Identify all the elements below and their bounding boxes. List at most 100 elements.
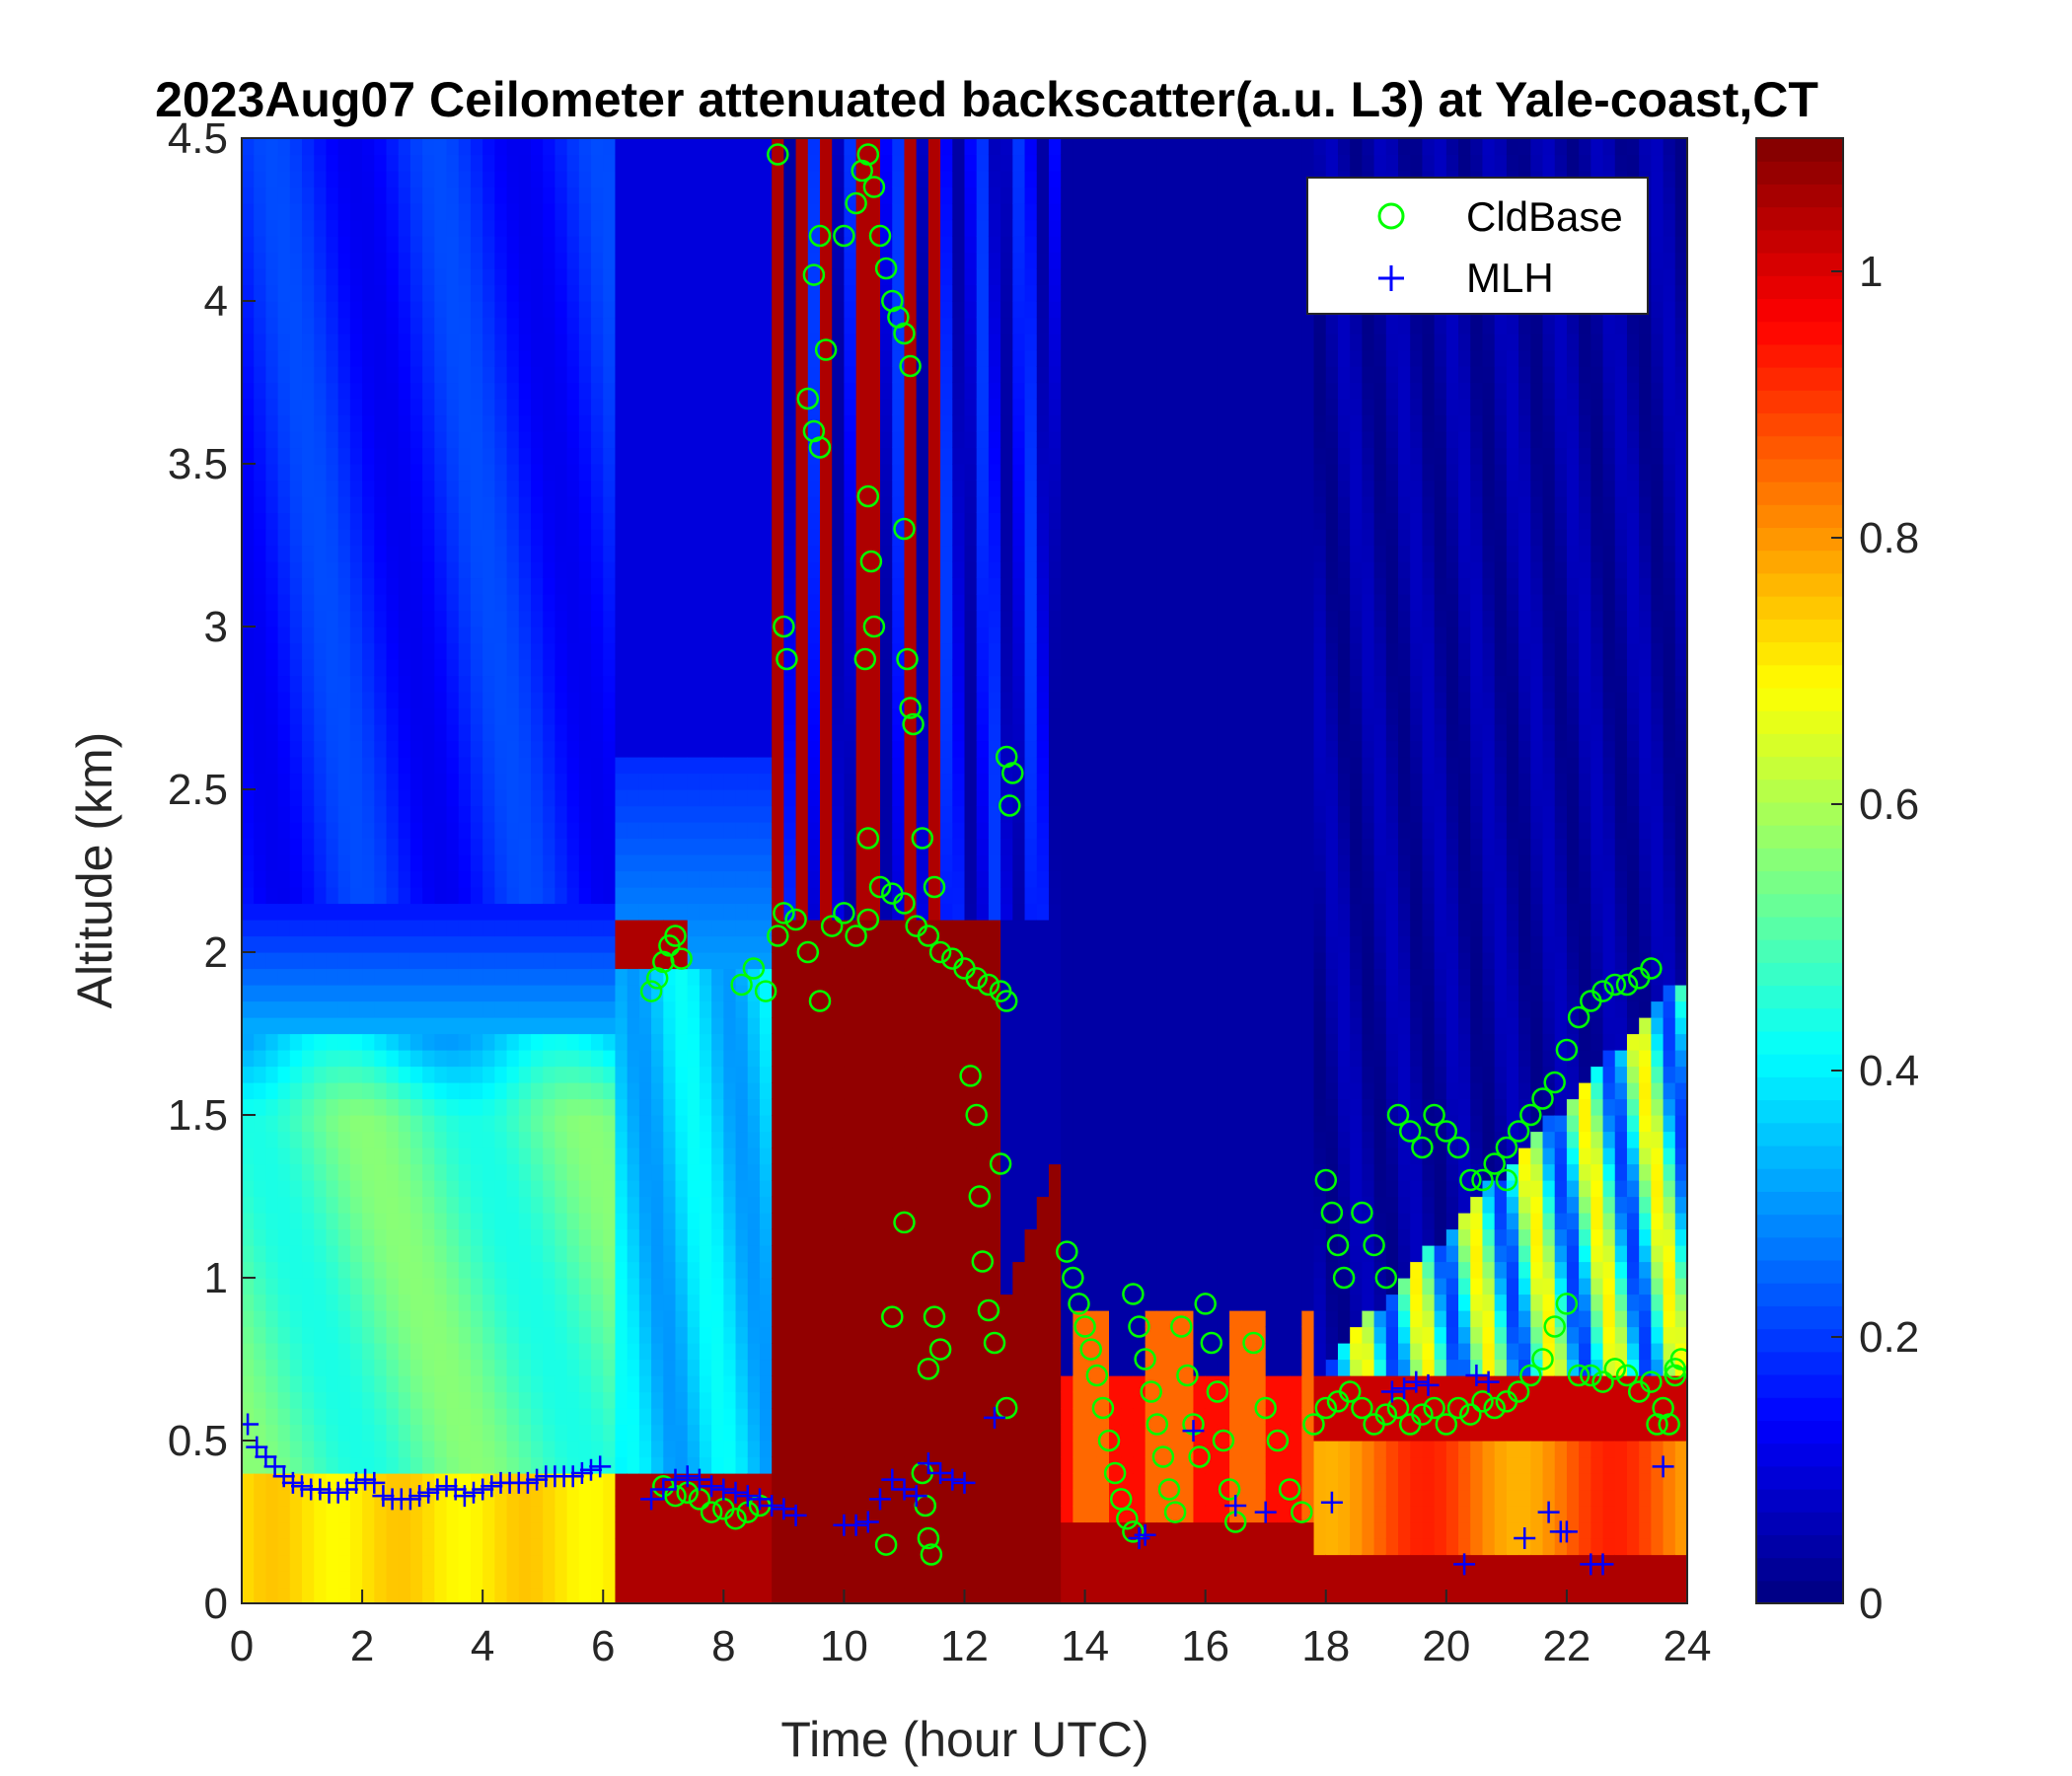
heatmap-cell	[578, 968, 592, 986]
heatmap-cell	[494, 822, 508, 840]
heatmap-cell	[795, 1213, 809, 1230]
heatmap-cell	[603, 1441, 617, 1458]
heatmap-cell	[494, 1000, 508, 1018]
heatmap-cell	[531, 1115, 544, 1133]
heatmap-cell	[855, 675, 869, 693]
heatmap-cell	[326, 1441, 339, 1458]
heatmap-cell	[675, 496, 689, 514]
heatmap-cell	[242, 333, 255, 351]
heatmap-cell	[362, 561, 375, 579]
heatmap-cell	[783, 496, 797, 514]
heatmap-cell	[518, 1163, 532, 1181]
heatmap-cell	[518, 545, 532, 562]
heatmap-cell	[880, 577, 893, 595]
heatmap-cell	[494, 561, 508, 579]
heatmap-cell	[494, 1294, 508, 1311]
heatmap-cell	[627, 1082, 640, 1100]
heatmap-cell	[302, 236, 315, 254]
heatmap-cell	[531, 1147, 544, 1165]
heatmap-cell	[578, 171, 592, 188]
heatmap-cell	[531, 1213, 544, 1230]
heatmap-cell	[470, 1310, 483, 1328]
heatmap-cell	[651, 1213, 664, 1230]
heatmap-cell	[434, 382, 448, 400]
heatmap-cell	[603, 496, 617, 514]
heatmap-cell	[904, 854, 918, 872]
heatmap-cell	[543, 1245, 556, 1263]
heatmap-cell	[531, 414, 544, 432]
heatmap-cell	[663, 414, 677, 432]
heatmap-cell	[651, 1163, 664, 1181]
heatmap-cell	[494, 740, 508, 758]
heatmap-cell	[531, 545, 544, 562]
heatmap-cell	[591, 138, 604, 156]
heatmap-cell	[302, 496, 315, 514]
heatmap-cell	[892, 382, 906, 400]
heatmap-cell	[892, 171, 906, 188]
heatmap-cell	[362, 496, 375, 514]
heatmap-cell	[482, 1278, 495, 1295]
heatmap-cell	[314, 1131, 328, 1148]
heatmap-cell	[651, 138, 664, 156]
heatmap-cell	[470, 1033, 483, 1051]
heatmap-cell	[494, 935, 508, 953]
heatmap-cell	[820, 1213, 833, 1230]
heatmap-cell	[289, 1359, 303, 1376]
heatmap-cell	[386, 952, 400, 970]
heatmap-cell	[277, 1228, 291, 1246]
heatmap-cell	[422, 1213, 435, 1230]
heatmap-cell	[772, 887, 784, 905]
heatmap-cell	[470, 1506, 483, 1523]
heatmap-cell	[434, 1391, 448, 1409]
heatmap-cell	[832, 366, 846, 384]
heatmap-cell	[458, 838, 472, 855]
heatmap-cell	[254, 594, 267, 612]
heatmap-cell	[711, 1115, 724, 1133]
heatmap-cell	[458, 1261, 472, 1279]
heatmap-cell	[795, 1473, 809, 1491]
heatmap-cell	[675, 1050, 689, 1068]
heatmap-cell	[867, 284, 881, 302]
heatmap-cell	[518, 1261, 532, 1279]
heatmap-cell	[302, 561, 315, 579]
heatmap-cell	[434, 1278, 448, 1295]
heatmap-cell	[409, 1278, 423, 1295]
heatmap-cell	[723, 1066, 737, 1083]
heatmap-cell	[242, 1066, 255, 1083]
heatmap-cell	[506, 1278, 520, 1295]
heatmap-cell	[314, 447, 328, 465]
heatmap-cell	[374, 1310, 388, 1328]
heatmap-cell	[651, 154, 664, 172]
heatmap-cell	[711, 1391, 724, 1409]
heatmap-cell	[591, 414, 604, 432]
heatmap-cell	[867, 1228, 881, 1246]
heatmap-cell	[723, 985, 737, 1002]
heatmap-cell	[422, 1115, 435, 1133]
heatmap-cell	[506, 1587, 520, 1603]
heatmap-cell	[627, 642, 640, 660]
heatmap-cell	[314, 1261, 328, 1279]
heatmap-cell	[337, 203, 351, 221]
heatmap-cell	[265, 1245, 279, 1263]
heatmap-cell	[603, 1180, 617, 1198]
heatmap-cell	[627, 1115, 640, 1133]
heatmap-cell	[386, 366, 400, 384]
heatmap-cell	[651, 1131, 664, 1148]
heatmap-cell	[337, 382, 351, 400]
heatmap-cell	[820, 464, 833, 481]
heatmap-cell	[638, 1424, 652, 1442]
heatmap-cell	[904, 1408, 918, 1426]
heatmap-cell	[374, 1554, 388, 1572]
heatmap-cell	[615, 561, 629, 579]
heatmap-cell	[711, 1163, 724, 1181]
heatmap-cell	[855, 1343, 869, 1361]
heatmap-cell	[783, 1441, 797, 1458]
heatmap-cell	[820, 154, 833, 172]
heatmap-cell	[337, 545, 351, 562]
heatmap-cell	[820, 952, 833, 970]
heatmap-cell	[518, 789, 532, 807]
heatmap-cell	[832, 724, 846, 742]
heatmap-cell	[880, 968, 893, 986]
heatmap-cell	[892, 740, 906, 758]
heatmap-cell	[518, 1343, 532, 1361]
